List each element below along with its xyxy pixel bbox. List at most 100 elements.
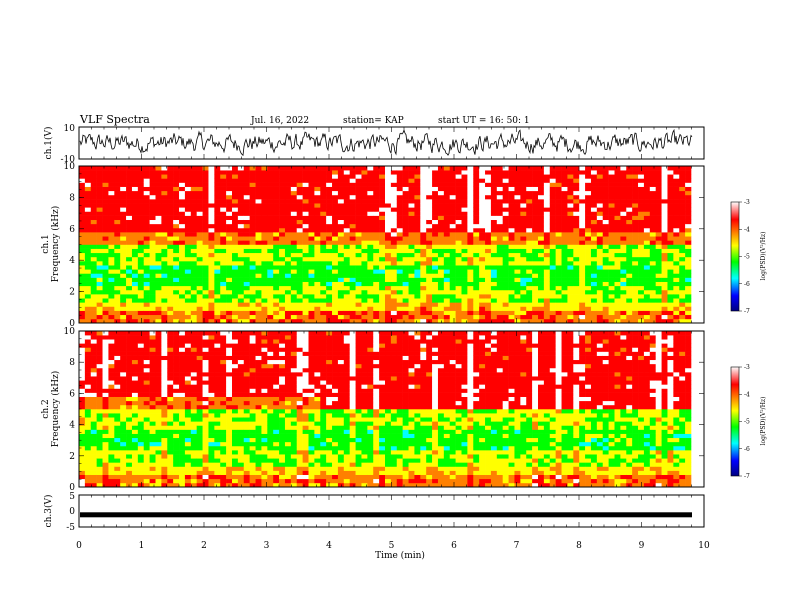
spectrogram-cell [538,236,545,241]
spectrogram-cell [573,219,580,225]
spectrogram-cell [379,248,386,254]
spectrogram-cell [620,203,627,208]
spectrogram-cell [443,277,451,282]
spectrogram-cell [84,285,92,291]
spectrogram-cell [208,203,215,208]
spectrogram-cell [226,174,233,179]
spectrogram-cell [155,227,162,233]
spectrogram-cell [508,227,515,233]
spectrogram-cell [120,421,127,426]
spectrogram-cell [655,261,662,266]
spectrogram-cell [673,298,680,303]
spectrogram-cell [420,219,427,225]
spectrogram-cell [143,178,150,183]
spectrogram-cell [479,223,486,229]
spectrogram-cell [361,248,368,254]
spectrogram-cell [585,269,592,274]
spectrogram-cell [661,182,668,187]
spectrogram-cell [361,203,368,208]
spectrogram-cell [102,343,109,348]
spectrogram-cell [155,437,162,443]
spectrogram-cell [526,261,533,266]
spectrogram-cell [102,244,109,249]
spectrogram-cell [420,166,427,171]
spectrogram-cell [543,294,551,299]
spectrogram-cell [526,236,533,241]
spectrogram-cell [90,339,97,344]
colorbar-tick-label: -3 [744,199,750,206]
spectrogram-cell [643,219,651,225]
spectrogram-cell [90,363,97,369]
spectrogram-cell [437,252,445,258]
spectrogram-cell [155,331,162,336]
spectrogram-cell [108,265,115,270]
spectrogram-cell [614,294,621,299]
spectrogram-cell [214,240,221,245]
spectrogram-cell [449,310,456,316]
spectrogram-cell [179,437,186,443]
spectrogram-cell [420,227,427,233]
spectrogram-cell [349,256,356,262]
spectrogram-cell [567,170,574,175]
spectrogram-cell [349,174,356,179]
spectrogram-cell [84,478,92,484]
spectrogram-cell [490,273,498,278]
spectrogram-cell [461,186,468,192]
spectrogram-cell [237,273,245,278]
spectrogram-cell [226,289,233,295]
spectrogram-cell [184,182,192,187]
spectrogram-cell [502,240,509,245]
spectrogram-cell [679,236,686,241]
spectrogram-cell [661,236,668,241]
spectrogram-cell [402,298,409,303]
spectrogram-cell [461,182,468,187]
spectrogram-cell [143,421,150,426]
spectrogram-cell [155,166,162,171]
spectrogram-cell [184,347,192,352]
spectrogram-cell [290,318,298,324]
spectrogram-cell [473,261,480,266]
spectrogram-cell [408,215,415,221]
spectrogram-cell [96,462,103,467]
spectrogram-cell [673,252,680,258]
spectrogram-cell [443,273,451,278]
spectrogram-cell [296,256,303,262]
spectrogram-cell [614,314,621,320]
spectrogram-cell [443,186,451,192]
spectrogram-cell [479,310,486,316]
spectrogram-cell [332,252,339,258]
spectrogram-cell [261,240,268,245]
spectrogram-cell [555,302,562,307]
spectrogram-cell [432,298,439,303]
spectrogram-cell [302,248,309,254]
spectrogram-cell [402,310,409,316]
spectrogram-cell [520,190,527,196]
spectrogram-cell [84,437,92,443]
spectrogram-cell [414,277,421,282]
spectrogram-cell [190,236,197,241]
spectrogram-cell [173,227,180,233]
spectrogram-cell [538,248,545,254]
spectrogram-cell [196,236,203,241]
spectrogram-cell [120,211,127,216]
spectrogram-cell [284,261,292,266]
spectrogram-cell [685,252,692,258]
spectrogram-cell [496,232,503,237]
spectrogram-cell [673,211,680,216]
spectrogram-cell [679,170,686,175]
spectrogram-cell [249,294,256,299]
spectrogram-cell [84,429,92,434]
spectrogram-cell [161,170,168,175]
spectrogram-cell [473,182,480,187]
spectrogram-cell [314,277,321,282]
spectrogram-cell [120,240,127,245]
spectrogram-cell [355,310,362,316]
spectrogram-cell [184,363,192,369]
spectrogram-cell [638,302,645,307]
spectrogram-cell [367,306,374,311]
spectrogram-cell [626,306,633,311]
spectrogram-cell [402,244,409,249]
spectrogram-cell [567,199,574,204]
spectrogram-cell [261,318,268,324]
spectrogram-cell [114,392,121,397]
